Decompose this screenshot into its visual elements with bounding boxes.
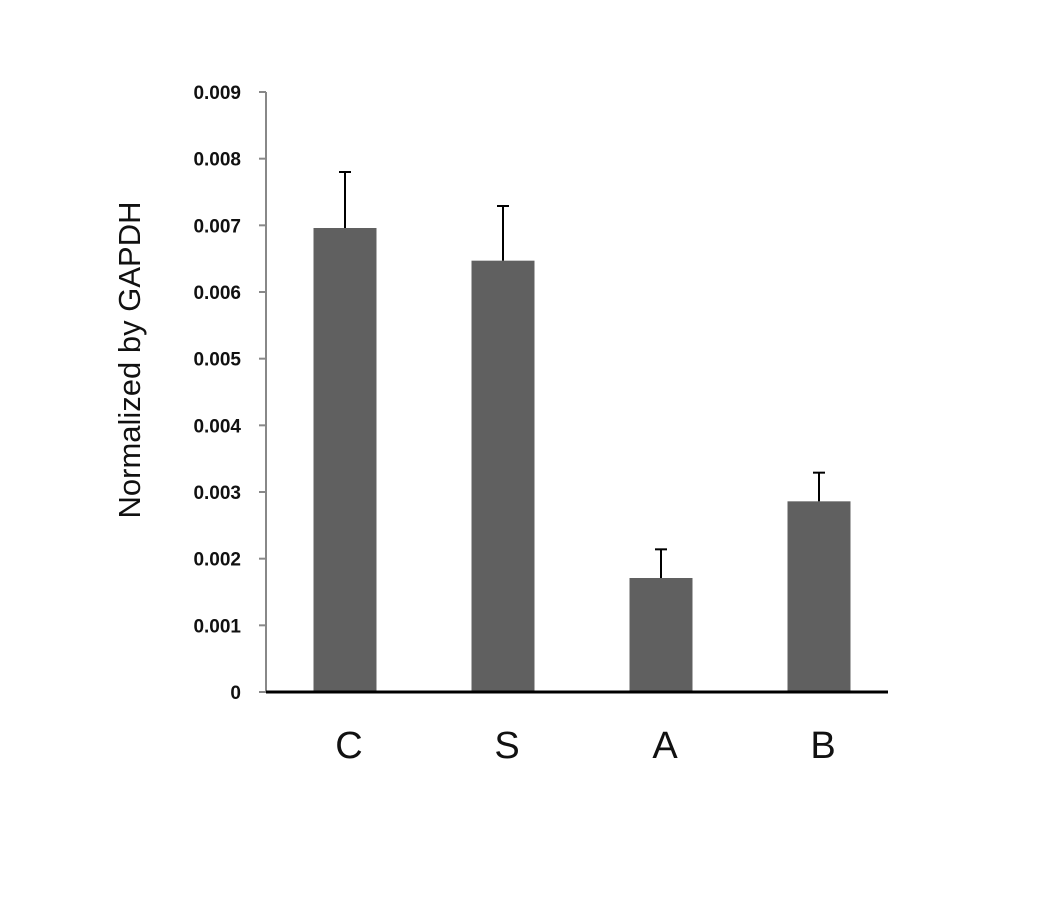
y-axis-label: Normalized by GAPDH <box>112 202 147 519</box>
y-tick-label: 0.009 <box>193 83 241 104</box>
x-tick-label: C <box>335 725 362 767</box>
y-tick-label: 0.006 <box>193 283 241 304</box>
y-tick-label: 0.007 <box>193 216 241 237</box>
x-tick-label: S <box>494 725 519 767</box>
bars <box>313 171 851 692</box>
bar-C <box>313 228 377 692</box>
y-tick-label: 0.001 <box>193 616 241 637</box>
y-axis: 0 0.001 0.002 0.003 0.004 0.005 0.006 0.007 0.00… <box>193 83 267 704</box>
x-tick-label: B <box>810 725 835 767</box>
y-tick-label: 0.008 <box>193 150 241 171</box>
y-tick-label: 0.004 <box>193 416 241 437</box>
bar-S <box>471 260 535 692</box>
y-tick-label: 0.002 <box>193 550 241 571</box>
x-tick-label: A <box>652 725 678 767</box>
bar-A <box>629 578 693 692</box>
y-tick-label: 0.003 <box>193 483 241 504</box>
bar-B <box>787 501 851 692</box>
y-tick-label: 0.005 <box>193 350 241 371</box>
y-tick-label: 0 <box>230 683 241 704</box>
